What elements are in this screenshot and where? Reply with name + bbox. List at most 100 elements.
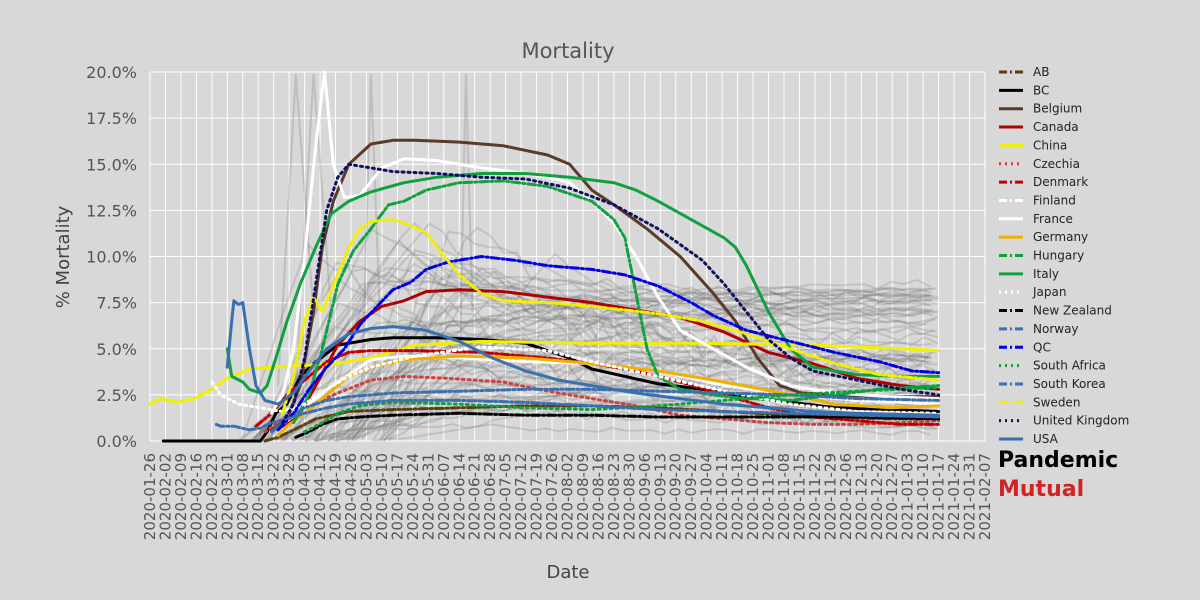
x-tick-label: 2020-09-06 — [636, 453, 654, 540]
series-line-sweden — [281, 218, 941, 415]
x-axis-label: Date — [546, 562, 589, 583]
background-trace — [458, 73, 474, 386]
background-trace — [258, 267, 936, 440]
x-tick-label: 2020-10-11 — [713, 453, 731, 540]
background-trace — [281, 355, 932, 440]
background-trace — [269, 261, 933, 441]
legend-label: Norway — [1033, 322, 1079, 336]
x-tick-label: 2020-03-01 — [218, 453, 236, 540]
y-tick-label: 7.5% — [96, 294, 137, 313]
legend-label: United Kingdom — [1033, 414, 1129, 428]
series-line-new-zealand — [294, 411, 941, 439]
x-tick-label: 2020-06-07 — [435, 453, 453, 540]
x-tick-label: 2020-10-25 — [744, 453, 762, 540]
x-tick-label: 2020-02-02 — [156, 453, 174, 540]
x-tick-label: 2020-04-26 — [342, 453, 360, 540]
x-tick-label: 2020-12-06 — [837, 453, 855, 540]
x-tick-label: 2020-07-26 — [543, 453, 561, 540]
x-tick-label: 2020-11-01 — [760, 453, 778, 540]
x-tick-label: 2020-08-30 — [620, 453, 638, 540]
x-tick-label: 2020-03-22 — [265, 453, 283, 540]
background-trace — [300, 299, 938, 441]
x-tick-label: 2020-08-23 — [605, 453, 623, 540]
background-trace — [347, 248, 932, 440]
x-tick-label: 2020-02-23 — [203, 453, 221, 540]
x-tick-label: 2020-11-29 — [821, 453, 839, 540]
background-trace — [346, 353, 931, 442]
series-line-usa — [225, 299, 941, 417]
y-tick-label: 2.5% — [96, 386, 137, 405]
series-line-italy — [225, 172, 941, 395]
y-tick-label: 10.0% — [86, 248, 137, 267]
legend-label: Germany — [1033, 230, 1088, 244]
series-line-south-korea — [214, 398, 941, 432]
x-tick-label: 2021-01-17 — [930, 453, 948, 540]
y-tick-label: 12.5% — [86, 201, 137, 220]
x-tick-label: 2020-04-05 — [296, 453, 314, 540]
legend-label: New Zealand — [1033, 304, 1112, 318]
y-tick-label: 17.5% — [86, 109, 137, 128]
legend-label: Denmark — [1033, 175, 1088, 189]
x-tick-label: 2020-05-24 — [404, 453, 422, 540]
legend-label: QC — [1033, 340, 1051, 354]
legend-label: Belgium — [1033, 102, 1082, 116]
series-line-united-kingdom — [281, 162, 941, 425]
legend-label: South Korea — [1033, 377, 1106, 391]
brand-pandemic: Pandemic — [998, 448, 1119, 473]
legend-label: Finland — [1033, 193, 1076, 207]
x-tick-label: 2020-09-27 — [682, 453, 700, 540]
x-tick-label: 2021-01-10 — [914, 453, 932, 540]
background-trace — [312, 287, 937, 442]
legend-label: BC — [1033, 83, 1049, 97]
x-tick-label: 2020-11-22 — [806, 453, 824, 540]
x-tick-label: 2020-09-20 — [667, 453, 685, 540]
legend-label: Italy — [1033, 267, 1059, 281]
x-tick-label: 2021-01-03 — [899, 453, 917, 540]
x-tick-label: 2020-06-14 — [450, 453, 468, 540]
background-trace — [379, 257, 938, 442]
legend-label: Sweden — [1033, 395, 1080, 409]
legend-label: Canada — [1033, 120, 1079, 134]
background-trace — [313, 281, 939, 442]
legend-label: South Africa — [1033, 359, 1106, 373]
x-tick-label: 2020-12-27 — [883, 453, 901, 540]
y-axis-label: % Mortality — [53, 205, 74, 308]
background-trace — [383, 226, 929, 442]
x-tick-label: 2021-01-31 — [961, 453, 979, 540]
brand-mutual: Mutual — [998, 477, 1085, 502]
background-trace — [254, 280, 932, 442]
x-tick-label: 2020-07-12 — [512, 453, 530, 540]
x-tick-label: 2020-05-17 — [388, 453, 406, 540]
legend-label: AB — [1033, 65, 1049, 79]
x-tick-label: 2020-09-13 — [651, 453, 669, 540]
x-tick-label: 2020-03-29 — [280, 453, 298, 540]
legend-label: USA — [1033, 432, 1059, 446]
series-line-qc — [276, 255, 941, 432]
y-tick-label: 15.0% — [86, 155, 137, 174]
legend-label: Hungary — [1033, 249, 1084, 263]
background-trace — [349, 272, 934, 440]
chart-title: Mortality — [521, 39, 614, 63]
x-tick-label: 2021-01-24 — [945, 453, 963, 540]
background-trace — [253, 266, 931, 440]
background-trace — [241, 242, 932, 441]
background-trace — [330, 287, 928, 442]
x-tick-label: 2020-05-31 — [419, 453, 437, 540]
x-tick-label: 2020-11-08 — [775, 453, 793, 540]
x-tick-label: 2020-12-13 — [852, 453, 870, 540]
background-trace — [361, 73, 381, 386]
x-tick-label: 2020-08-16 — [589, 453, 607, 540]
x-tick-label: 2020-02-09 — [172, 453, 190, 540]
legend-label: Czechia — [1033, 157, 1080, 171]
background-trace — [354, 299, 939, 442]
background-trace — [327, 356, 938, 442]
x-tick-label: 2021-02-07 — [976, 453, 994, 540]
y-tick-label: 20.0% — [86, 63, 137, 82]
x-tick-label: 2020-01-26 — [141, 453, 159, 540]
x-tick-label: 2020-07-19 — [528, 453, 546, 540]
x-tick-label: 2020-08-09 — [574, 453, 592, 540]
background-trace — [275, 384, 939, 440]
background-trace — [267, 419, 931, 442]
x-tick-label: 2020-11-15 — [790, 453, 808, 540]
